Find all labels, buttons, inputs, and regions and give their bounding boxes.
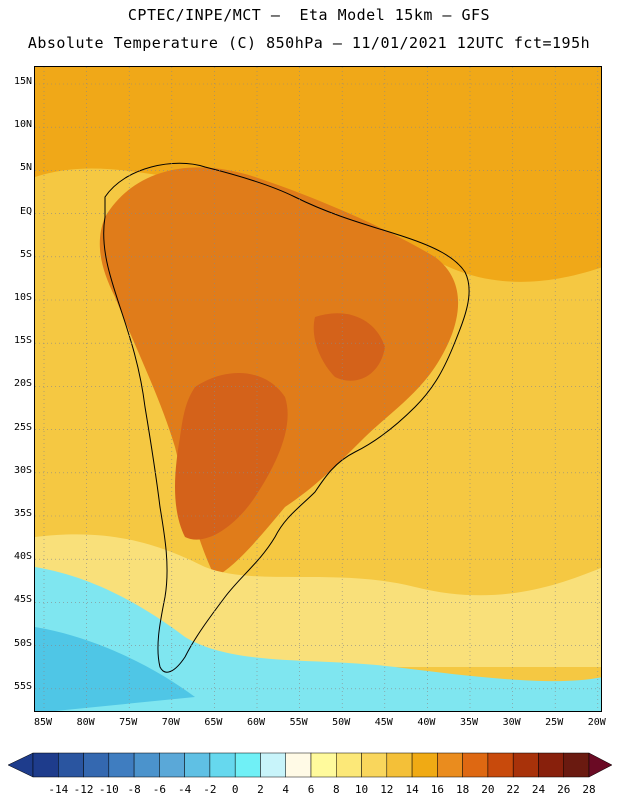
colorbar-segment	[83, 752, 110, 778]
colorbar-tick-label: -14	[48, 783, 69, 796]
lat-label: 50S	[13, 637, 32, 649]
lat-label: 10N	[13, 119, 32, 131]
colorbar-tick-label: 4	[282, 783, 290, 796]
lon-label: 55W	[289, 717, 308, 728]
colorbar-segment	[133, 752, 160, 778]
map-title-line2: Absolute Temperature (C) 850hPa – 11/01/…	[27, 34, 591, 52]
colorbar-tick-label: -12	[73, 783, 94, 796]
colorbar-segment	[336, 752, 362, 778]
colorbar-segment	[411, 752, 438, 778]
south-america-outline	[103, 162, 470, 673]
colorbar-segment	[32, 752, 59, 778]
lon-label: 75W	[119, 717, 138, 728]
colorbar-segment	[512, 752, 539, 778]
lat-label: 55S	[13, 680, 32, 692]
colorbar-tick-label: 16	[430, 783, 444, 796]
lat-label: 5S	[19, 248, 32, 260]
lat-label: 40S	[13, 551, 32, 563]
lat-label: 20S	[13, 378, 32, 390]
map-title-line1: CPTEC/INPE/MCT – Eta Model 15km – GFS	[127, 6, 491, 24]
lat-lon-grid	[35, 67, 601, 711]
lon-label: 35W	[459, 717, 479, 728]
lon-label: 25W	[545, 717, 564, 728]
colorbar-tick-label: -6	[152, 783, 166, 796]
colorbar-tick-label: 18	[456, 783, 470, 796]
central-brazil-hot-region	[313, 313, 385, 381]
colorbar-tick-label: -4	[178, 783, 192, 796]
lat-label: 25S	[13, 421, 32, 433]
colorbar-segment	[285, 752, 312, 778]
colorbar-tick-label: 2	[257, 783, 264, 796]
lon-label: 50W	[332, 717, 351, 728]
colorbar-segment	[184, 752, 211, 778]
lon-label: 80W	[76, 717, 95, 728]
lat-label: 15N	[13, 76, 32, 87]
colorbar-segment	[234, 752, 261, 778]
colorbar-tick-label: 12	[380, 783, 394, 796]
colorbar-tick-label: -8	[127, 783, 141, 796]
lon-label: 30W	[502, 717, 521, 728]
colorbar-tick-label: 14	[405, 783, 419, 796]
lon-label: 40W	[417, 717, 436, 728]
colorbar-segment	[437, 752, 463, 778]
colorbar-tick-label: 10	[354, 783, 369, 796]
antarctic-cold-region	[35, 627, 195, 711]
colorbar-segment	[108, 752, 135, 778]
lat-label: 10S	[13, 292, 32, 303]
colorbar-tick-label: 28	[582, 783, 596, 796]
lat-label: 45S	[13, 594, 32, 606]
colorbar-segment	[386, 752, 413, 778]
lon-label: 45W	[374, 717, 393, 728]
lon-label: 60W	[246, 717, 266, 728]
lat-label: 5N	[19, 162, 32, 174]
tropical-warm-region	[35, 67, 601, 282]
lat-label: EQ	[19, 205, 32, 217]
lon-label: 65W	[204, 717, 223, 728]
temperature-field-svg	[35, 67, 601, 711]
lat-label: 35S	[13, 508, 32, 519]
colorbar-tick-label: 8	[332, 783, 340, 796]
lon-label: 85W	[33, 717, 53, 728]
colorbar-segment	[462, 752, 489, 778]
temperature-colorbar	[7, 752, 613, 778]
colorbar-tick-label: 22	[506, 783, 520, 796]
andes-hot-region	[175, 373, 288, 540]
colorbar-tick-label: 24	[531, 783, 546, 796]
lat-label: 15S	[13, 335, 32, 347]
lon-label: 20W	[587, 717, 606, 728]
colorbar-segment	[209, 752, 236, 778]
colorbar-tick-label: -10	[98, 783, 119, 796]
southern-ocean-cool-region	[35, 567, 601, 711]
colorbar-segment	[538, 752, 564, 778]
colorbar-segment	[563, 752, 590, 778]
colorbar-left-arrow	[7, 752, 34, 778]
colorbar-tick-label: 20	[481, 783, 495, 796]
temperature-map	[34, 66, 602, 712]
colorbar-right-arrow	[588, 752, 613, 778]
colorbar-tick-label: 0	[231, 783, 239, 796]
colorbar-tick-label: 6	[307, 783, 315, 796]
colorbar-segment	[159, 752, 185, 778]
colorbar-segment	[361, 752, 388, 778]
colorbar-segment	[260, 752, 286, 778]
colorbar-tick-label: 26	[557, 783, 571, 796]
colorbar-segment	[487, 752, 514, 778]
lat-label: 30S	[13, 464, 32, 476]
colorbar-segment	[58, 752, 84, 778]
colorbar-tick-label: -2	[203, 783, 217, 796]
colorbar-segment	[310, 752, 337, 778]
lon-label: 70W	[161, 717, 180, 728]
